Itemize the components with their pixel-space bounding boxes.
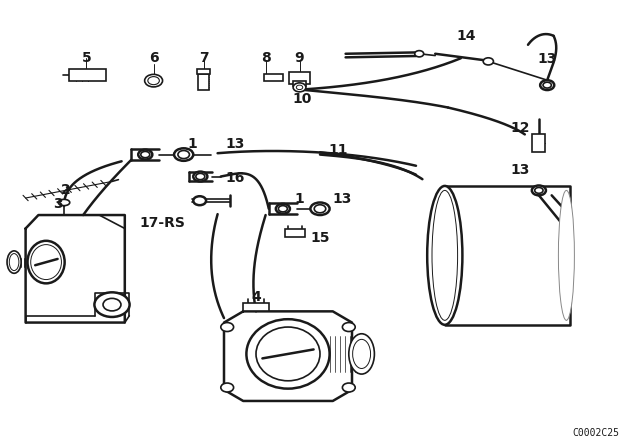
Ellipse shape xyxy=(103,298,121,311)
Ellipse shape xyxy=(349,334,374,374)
Ellipse shape xyxy=(7,251,21,273)
Text: 1: 1 xyxy=(294,192,305,207)
Bar xyxy=(243,303,269,311)
Ellipse shape xyxy=(148,77,159,85)
Ellipse shape xyxy=(314,205,326,213)
Text: 15: 15 xyxy=(310,231,330,246)
Ellipse shape xyxy=(141,151,150,158)
Circle shape xyxy=(342,383,355,392)
Ellipse shape xyxy=(9,254,19,271)
Text: 7: 7 xyxy=(198,51,209,65)
Ellipse shape xyxy=(193,196,206,205)
Text: 5: 5 xyxy=(81,51,92,65)
Text: 10: 10 xyxy=(292,92,312,107)
Ellipse shape xyxy=(28,241,65,284)
Text: 9: 9 xyxy=(294,51,305,65)
Ellipse shape xyxy=(532,185,546,195)
Bar xyxy=(197,69,210,74)
Circle shape xyxy=(293,83,306,92)
Text: C0002C25: C0002C25 xyxy=(573,428,620,438)
Bar xyxy=(289,72,310,84)
Circle shape xyxy=(221,323,234,332)
Text: 11: 11 xyxy=(328,143,348,157)
Ellipse shape xyxy=(276,204,290,214)
Text: 17-RS: 17-RS xyxy=(139,216,185,230)
Ellipse shape xyxy=(310,202,330,215)
Bar xyxy=(293,81,306,86)
Ellipse shape xyxy=(31,245,61,280)
Text: 12: 12 xyxy=(511,121,530,135)
Ellipse shape xyxy=(174,148,193,161)
Text: 16: 16 xyxy=(226,171,245,185)
Ellipse shape xyxy=(178,151,189,159)
Ellipse shape xyxy=(138,150,152,159)
Bar xyxy=(532,134,545,152)
Ellipse shape xyxy=(543,82,552,88)
Ellipse shape xyxy=(145,74,163,87)
Text: 8: 8 xyxy=(260,51,271,65)
Text: 6: 6 xyxy=(148,51,159,65)
Text: 4: 4 xyxy=(251,289,261,304)
Bar xyxy=(69,69,106,81)
Text: 1: 1 xyxy=(187,137,197,151)
Ellipse shape xyxy=(256,327,320,381)
Ellipse shape xyxy=(278,206,287,212)
Circle shape xyxy=(221,383,234,392)
Ellipse shape xyxy=(95,293,129,317)
Ellipse shape xyxy=(415,51,424,57)
Ellipse shape xyxy=(246,319,330,388)
Ellipse shape xyxy=(196,173,205,180)
Bar xyxy=(285,229,305,237)
Ellipse shape xyxy=(353,340,371,368)
Text: 13: 13 xyxy=(333,192,352,207)
Text: 2: 2 xyxy=(60,183,70,198)
Circle shape xyxy=(342,323,355,332)
Ellipse shape xyxy=(432,190,458,320)
Text: 13: 13 xyxy=(226,137,245,151)
Ellipse shape xyxy=(558,190,575,320)
Ellipse shape xyxy=(483,58,493,65)
Text: 13: 13 xyxy=(538,52,557,66)
Ellipse shape xyxy=(535,187,543,194)
Ellipse shape xyxy=(428,186,463,325)
Ellipse shape xyxy=(540,80,554,90)
Ellipse shape xyxy=(193,172,207,181)
Bar xyxy=(198,74,209,90)
Text: 14: 14 xyxy=(456,29,476,43)
Circle shape xyxy=(296,85,303,90)
Text: 3: 3 xyxy=(52,197,63,211)
Text: 13: 13 xyxy=(511,163,530,177)
Bar xyxy=(264,74,283,81)
Ellipse shape xyxy=(58,199,70,206)
